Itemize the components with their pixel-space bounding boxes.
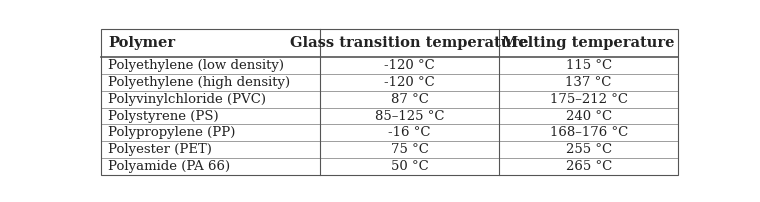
Text: 87 °C: 87 °C: [391, 93, 429, 106]
Text: 175–212 °C: 175–212 °C: [549, 93, 628, 106]
Text: Glass transition temperature: Glass transition temperature: [290, 36, 529, 50]
Text: 255 °C: 255 °C: [565, 143, 612, 156]
Text: Polyamide (PA 66): Polyamide (PA 66): [108, 160, 230, 173]
Text: Melting temperature: Melting temperature: [502, 36, 675, 50]
Text: 240 °C: 240 °C: [565, 109, 612, 122]
Text: 50 °C: 50 °C: [391, 160, 429, 173]
Text: 75 °C: 75 °C: [391, 143, 429, 156]
Text: Polyethylene (low density): Polyethylene (low density): [108, 59, 284, 72]
Text: 137 °C: 137 °C: [565, 76, 612, 89]
Text: Polyethylene (high density): Polyethylene (high density): [108, 76, 290, 89]
Text: 168–176 °C: 168–176 °C: [549, 126, 628, 139]
Text: 265 °C: 265 °C: [565, 160, 612, 173]
Text: Polymer: Polymer: [108, 36, 175, 50]
Text: -16 °C: -16 °C: [388, 126, 431, 139]
Text: -120 °C: -120 °C: [385, 59, 435, 72]
Text: Polypropylene (PP): Polypropylene (PP): [108, 126, 236, 139]
Text: 85–125 °C: 85–125 °C: [375, 109, 445, 122]
Text: Polystyrene (PS): Polystyrene (PS): [108, 109, 219, 122]
Text: -120 °C: -120 °C: [385, 76, 435, 89]
Text: 115 °C: 115 °C: [565, 59, 612, 72]
Text: Polyester (PET): Polyester (PET): [108, 143, 212, 156]
Text: Polyvinylchloride (PVC): Polyvinylchloride (PVC): [108, 93, 266, 106]
